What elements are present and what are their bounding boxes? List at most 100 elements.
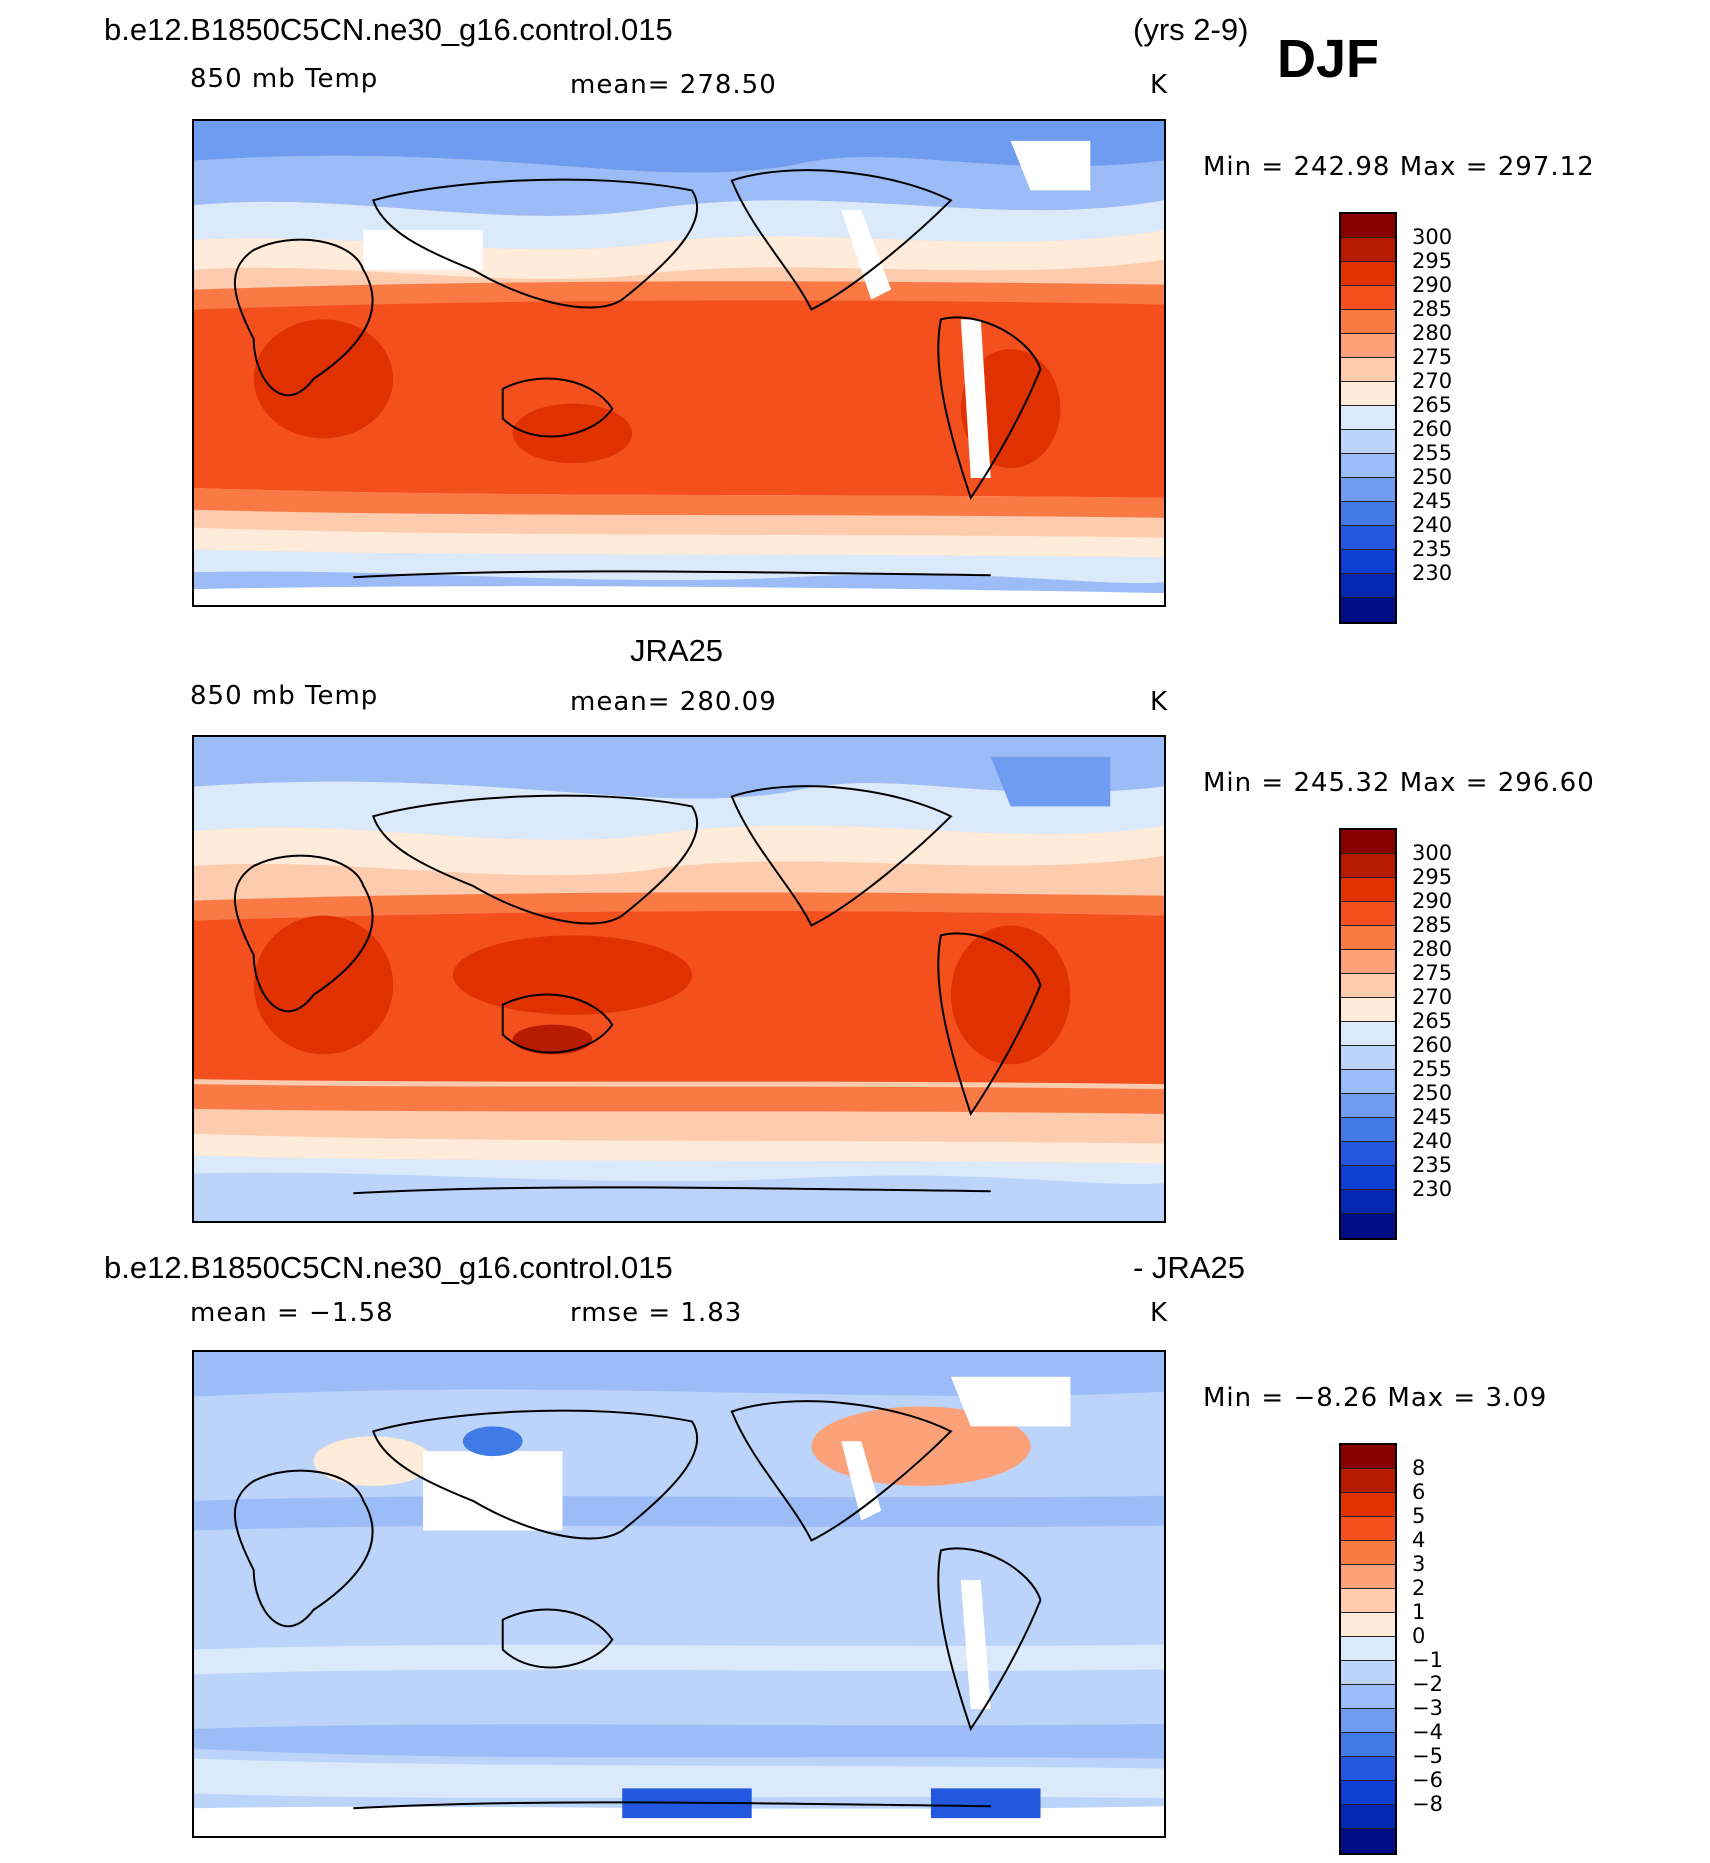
colorbar-tick-label: 240 [1412,1129,1453,1153]
colorbar-swatch [1341,1493,1395,1517]
colorbar-swatch [1341,1214,1395,1238]
colorbar-tick-label: 265 [1412,1009,1453,1033]
colorbar-tick-label: 1 [1412,1600,1426,1624]
panel2-minmax: Min = 245.32 Max = 296.60 [1203,768,1595,798]
colorbar-swatch [1341,974,1395,998]
panel1-field [194,121,1164,605]
colorbar-tick-label: 270 [1412,985,1453,1009]
colorbar-swatch [1341,598,1395,622]
colorbar-swatch [1341,238,1395,262]
colorbar-swatch [1341,526,1395,550]
panel2-variable-label: 850 mb Temp [190,681,379,711]
colorbar-tick-label: 250 [1412,1081,1453,1105]
colorbar-swatch [1341,1661,1395,1685]
colorbar-swatch [1341,1469,1395,1493]
colorbar-swatch [1341,1637,1395,1661]
colorbar-swatch [1341,1589,1395,1613]
colorbar-swatch [1341,1070,1395,1094]
panel2-mean-label: mean= 280.09 [570,687,777,717]
panel2-title: JRA25 [630,633,724,668]
colorbar-swatch [1341,454,1395,478]
colorbar-swatch [1341,358,1395,382]
colorbar-tick-label: 295 [1412,249,1453,273]
colorbar-tick-label: 260 [1412,1033,1453,1057]
colorbar-swatch [1341,1829,1395,1853]
panel1-variable-label: 850 mb Temp [190,64,379,94]
colorbar-swatch [1341,950,1395,974]
colorbar-swatch [1341,1517,1395,1541]
colorbar-tick-label: 240 [1412,513,1453,537]
panel3-title: b.e12.B1850C5CN.ne30_g16.control.015 [104,1250,673,1285]
colorbar-swatch [1341,286,1395,310]
panel3-map [192,1350,1166,1838]
colorbar-tick-label: 300 [1412,841,1453,865]
panel2-field [194,737,1164,1221]
colorbar-tick-label: 235 [1412,1153,1453,1177]
colorbar-swatch [1341,406,1395,430]
panel1-colorbar [1339,212,1397,624]
colorbar-tick-label: 245 [1412,489,1453,513]
colorbar-swatch [1341,550,1395,574]
colorbar-swatch [1341,1022,1395,1046]
colorbar-swatch [1341,1805,1395,1829]
colorbar-tick-label: 285 [1412,913,1453,937]
colorbar-tick-label: 275 [1412,345,1453,369]
colorbar-swatch [1341,262,1395,286]
colorbar-tick-label: 275 [1412,961,1453,985]
colorbar-swatch [1341,830,1395,854]
colorbar-swatch [1341,1190,1395,1214]
colorbar-tick-label: −6 [1412,1768,1443,1792]
panel3-title-right: - JRA25 [1133,1250,1245,1285]
colorbar-tick-label: 300 [1412,225,1453,249]
colorbar-swatch [1341,1685,1395,1709]
colorbar-swatch [1341,998,1395,1022]
panel3-rmse-label: rmse = 1.83 [570,1298,743,1328]
panel1-map [192,119,1166,607]
colorbar-tick-label: 270 [1412,369,1453,393]
colorbar-tick-label: 280 [1412,321,1453,345]
colorbar-tick-label: 8 [1412,1456,1426,1480]
colorbar-swatch [1341,1565,1395,1589]
colorbar-tick-label: 245 [1412,1105,1453,1129]
colorbar-tick-label: −2 [1412,1672,1443,1696]
colorbar-tick-label: 2 [1412,1576,1426,1600]
colorbar-swatch [1341,334,1395,358]
colorbar-tick-label: −4 [1412,1720,1443,1744]
colorbar-tick-label: 265 [1412,393,1453,417]
panel3-minmax: Min = −8.26 Max = 3.09 [1203,1383,1548,1413]
panel2-map [192,735,1166,1223]
panel2-colorbar [1339,828,1397,1240]
panel1-units-label: K [1150,70,1169,100]
panel3-mean-label: mean = −1.58 [190,1298,394,1328]
colorbar-swatch [1341,1142,1395,1166]
colorbar-swatch [1341,1094,1395,1118]
colorbar-swatch [1341,1613,1395,1637]
case-title: b.e12.B1850C5CN.ne30_g16.control.015 [104,12,673,47]
colorbar-swatch [1341,926,1395,950]
colorbar-swatch [1341,1166,1395,1190]
colorbar-swatch [1341,382,1395,406]
colorbar-swatch [1341,1046,1395,1070]
panel3-colorbar [1339,1443,1397,1855]
colorbar-tick-label: 295 [1412,865,1453,889]
colorbar-tick-label: 290 [1412,273,1453,297]
panel3-units-label: K [1150,1298,1169,1328]
colorbar-tick-label: 255 [1412,441,1453,465]
colorbar-tick-label: 6 [1412,1480,1426,1504]
panel3-field [194,1352,1164,1836]
colorbar-tick-label: 290 [1412,889,1453,913]
colorbar-tick-label: 4 [1412,1528,1426,1552]
panel1-minmax: Min = 242.98 Max = 297.12 [1203,152,1595,182]
panel1-mean-label: mean= 278.50 [570,70,777,100]
colorbar-tick-label: 3 [1412,1552,1426,1576]
season-label: DJF [1277,29,1380,89]
colorbar-swatch [1341,430,1395,454]
colorbar-swatch [1341,1445,1395,1469]
colorbar-swatch [1341,902,1395,926]
colorbar-tick-label: 0 [1412,1624,1426,1648]
colorbar-tick-label: 5 [1412,1504,1426,1528]
panel2-units-label: K [1150,687,1169,717]
colorbar-swatch [1341,574,1395,598]
colorbar-swatch [1341,1781,1395,1805]
colorbar-swatch [1341,310,1395,334]
